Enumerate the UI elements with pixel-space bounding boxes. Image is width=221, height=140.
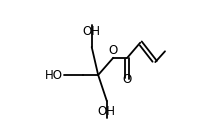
- Text: O: O: [108, 44, 117, 57]
- Text: HO: HO: [45, 68, 63, 81]
- Text: OH: OH: [83, 25, 101, 38]
- Text: O: O: [123, 73, 132, 86]
- Text: OH: OH: [98, 105, 116, 118]
